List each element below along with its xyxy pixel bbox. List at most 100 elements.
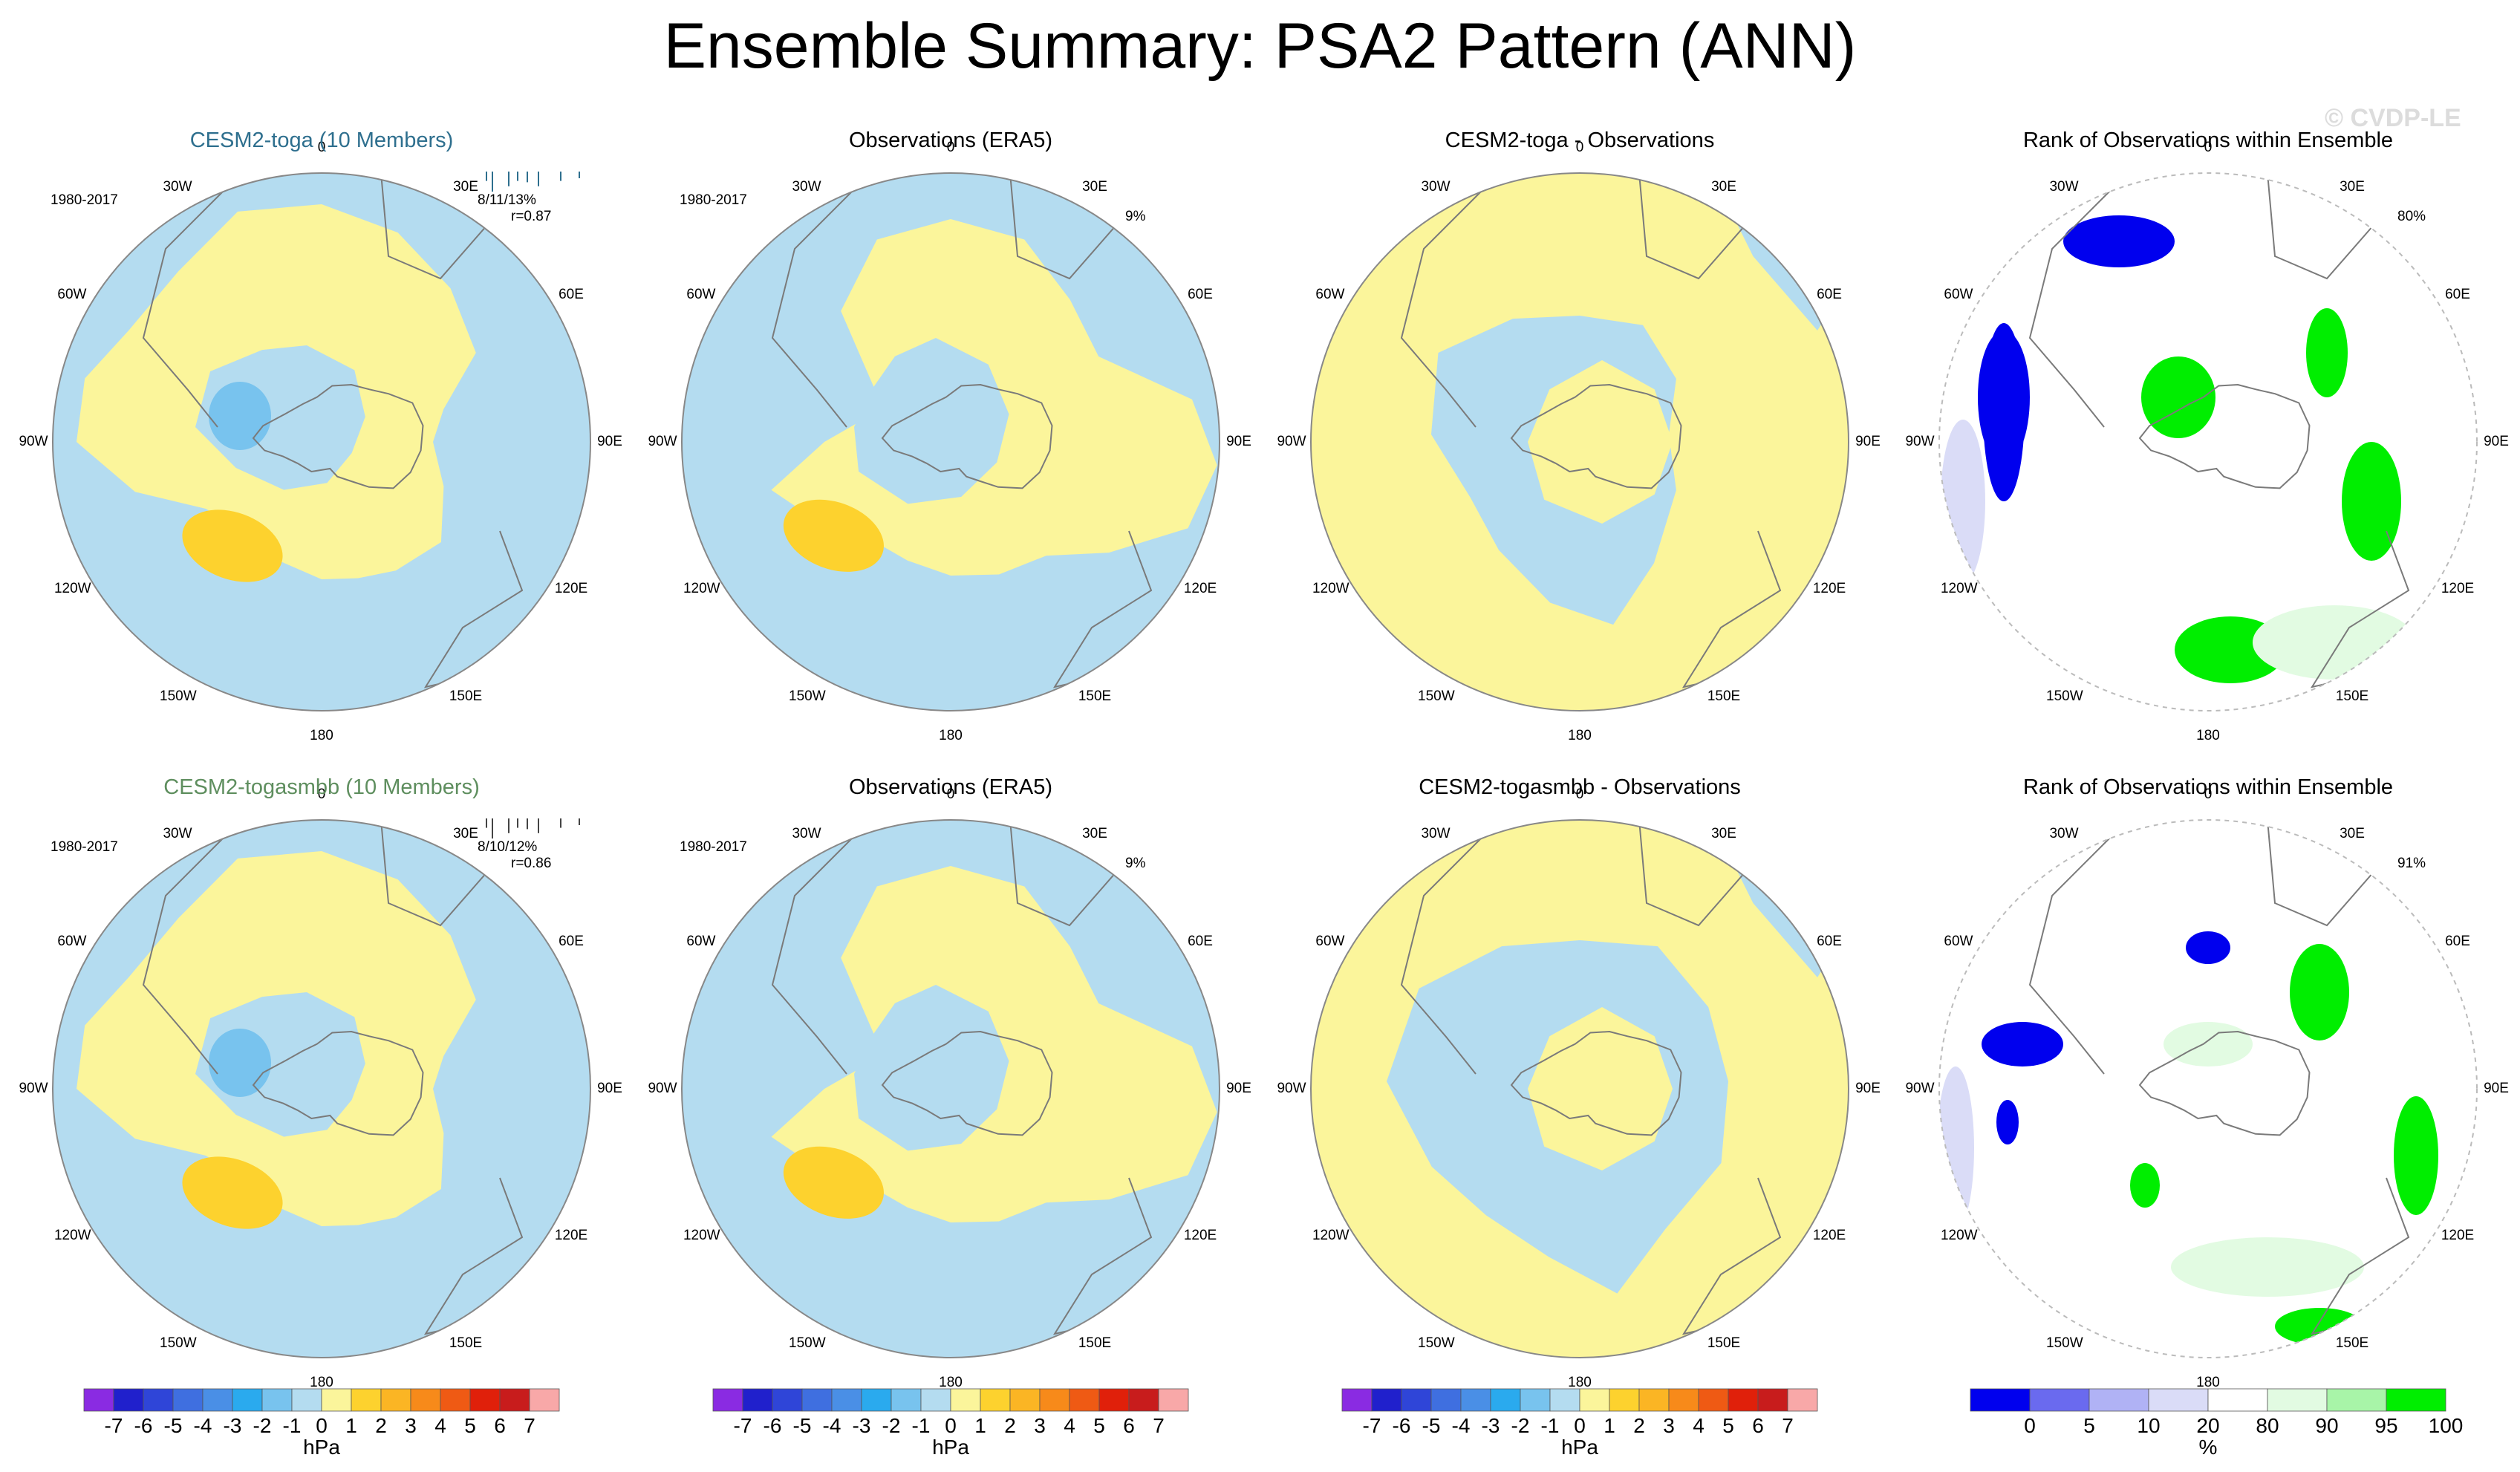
colorbar-swatch: [2207, 1388, 2268, 1412]
africa-coastline: [1009, 820, 1122, 927]
longitude-label: 150E: [449, 1335, 483, 1351]
longitude-label: 30E: [453, 826, 478, 842]
colorbar-tick-label: 7: [524, 1414, 535, 1437]
colorbar-swatch: [950, 1388, 981, 1412]
rank-lightblue-patch: [1941, 420, 1985, 583]
longitude-label: 90E: [1855, 1081, 1881, 1096]
longitude-label: 150E: [2335, 1335, 2369, 1351]
colorbar-swatch: [143, 1388, 174, 1412]
longitude-label: 60W: [686, 934, 716, 950]
colorbar-swatch: [1549, 1388, 1580, 1412]
longitude-label: 90W: [648, 434, 677, 449]
percent-label: 9%: [1125, 209, 1146, 224]
colorbar-swatch: [1069, 1388, 1100, 1412]
colorbar-tick-label: -5: [163, 1414, 183, 1437]
colorbar-tick-label: -3: [852, 1414, 871, 1437]
panel-title: CESM2-toga (10 Members): [189, 128, 454, 152]
figure-title: Ensemble Summary: PSA2 Pattern (ANN): [663, 10, 1857, 82]
ensemble-stats: 8/11/13%: [478, 192, 536, 208]
colorbar-swatch: [261, 1388, 293, 1412]
colorbar-tick-label: 95: [2374, 1414, 2398, 1437]
longitude-label: 60E: [1188, 934, 1213, 950]
colorbar-tick-label: 3: [1663, 1414, 1675, 1437]
period-label: 1980-2017: [680, 839, 747, 855]
longitude-label: 120E: [1183, 1227, 1217, 1243]
longitude-label: 120W: [53, 1227, 91, 1243]
longitude-label: 180: [1568, 1374, 1592, 1390]
longitude-label: 180: [939, 1374, 963, 1390]
colorbar-tick-label: -3: [1481, 1414, 1500, 1437]
longitude-label: 30W: [1421, 179, 1451, 195]
positive-difference-core: [1528, 1007, 1673, 1170]
longitude-label: 30W: [163, 179, 192, 195]
rank-lightgreen-patch: [2164, 1022, 2253, 1066]
longitude-label: 120W: [683, 1227, 720, 1243]
longitude-label: 90E: [1226, 1081, 1251, 1096]
colorbar-tick-label: 5: [1722, 1414, 1734, 1437]
colorbar-tick-label: 4: [434, 1414, 446, 1437]
rank-blue-patch: [2063, 215, 2175, 267]
map-boundary: [1938, 819, 2478, 1358]
colorbar-tick-label: 100: [2428, 1414, 2464, 1437]
rank-green-patch: [2141, 356, 2215, 438]
colorbar-swatch: [499, 1388, 530, 1412]
longitude-label: 90W: [1277, 1081, 1306, 1096]
colorbar-tick-label: 20: [2196, 1414, 2220, 1437]
colorbar-tick-label: -5: [1422, 1414, 1441, 1437]
colorbar-tick-label: -2: [882, 1414, 901, 1437]
colorbar-swatch: [772, 1388, 803, 1412]
colorbar-swatch: [2029, 1388, 2090, 1412]
colorbar-swatch: [321, 1388, 352, 1412]
colorbar-tick-label: -1: [911, 1414, 931, 1437]
longitude-label: 30W: [792, 179, 821, 195]
longitude-label: 150W: [1418, 1335, 1455, 1351]
colorbar-swatch: [2267, 1388, 2328, 1412]
period-label: 1980-2017: [680, 192, 747, 208]
longitude-label: 150E: [1078, 688, 1112, 704]
longitude-label: 120W: [1940, 580, 1978, 596]
strong-high-center: [182, 1156, 283, 1229]
panel-title: CESM2-togasmbb (10 Members): [163, 775, 480, 799]
hpa-colorbar: [712, 1388, 1189, 1412]
colorbar-swatch: [1039, 1388, 1070, 1412]
colorbar-tick-label: -6: [763, 1414, 782, 1437]
south-america-coastline: [142, 189, 226, 428]
colorbar-swatch: [469, 1388, 501, 1412]
ensemble-stats: 8/10/12%: [478, 839, 538, 855]
map-boundary: [52, 819, 591, 1358]
south-america-coastline: [2028, 189, 2112, 428]
longitude-label: 150W: [2046, 1335, 2083, 1351]
longitude-label: 60W: [1944, 287, 1973, 303]
colorbar-tick-label: 5: [464, 1414, 476, 1437]
colorbar-swatch: [291, 1388, 322, 1412]
colorbar-tick-label: 5: [1093, 1414, 1105, 1437]
colorbar-tick-label: 2: [1004, 1414, 1016, 1437]
map-rank-2: [1938, 819, 2478, 1358]
colorbar-tick-label: -1: [282, 1414, 302, 1437]
longitude-label: 120W: [683, 580, 720, 596]
longitude-label: 120E: [554, 1227, 588, 1243]
colorbar-tick-label: 80: [2256, 1414, 2279, 1437]
colorbar-swatch: [1341, 1388, 1373, 1412]
map-diff-2: [1310, 819, 1849, 1358]
colorbar-swatch: [380, 1388, 411, 1412]
colorbar-swatch: [980, 1388, 1011, 1412]
colorbar-swatch: [113, 1388, 144, 1412]
colorbar-tick-label: 4: [1064, 1414, 1075, 1437]
longitude-label: 30E: [1711, 826, 1736, 842]
longitude-label: 0: [946, 140, 955, 156]
colorbar-swatch: [1430, 1388, 1462, 1412]
antarctica-coastline: [881, 383, 1053, 489]
colorbar-tick-label: 3: [1034, 1414, 1046, 1437]
colorbar-unit: %: [2198, 1436, 2218, 1459]
longitude-label: 120E: [1183, 580, 1217, 596]
strong-low-center: [209, 1029, 271, 1097]
longitude-label: 30W: [2049, 826, 2079, 842]
colorbar-tick-label: -1: [1540, 1414, 1560, 1437]
colorbar-tick-label: 5: [2083, 1414, 2095, 1437]
colorbar-tick-label: 6: [494, 1414, 506, 1437]
colorbar-tick-label: -6: [1392, 1414, 1411, 1437]
south-america-coastline: [771, 836, 855, 1075]
map-boundary: [1310, 819, 1849, 1358]
